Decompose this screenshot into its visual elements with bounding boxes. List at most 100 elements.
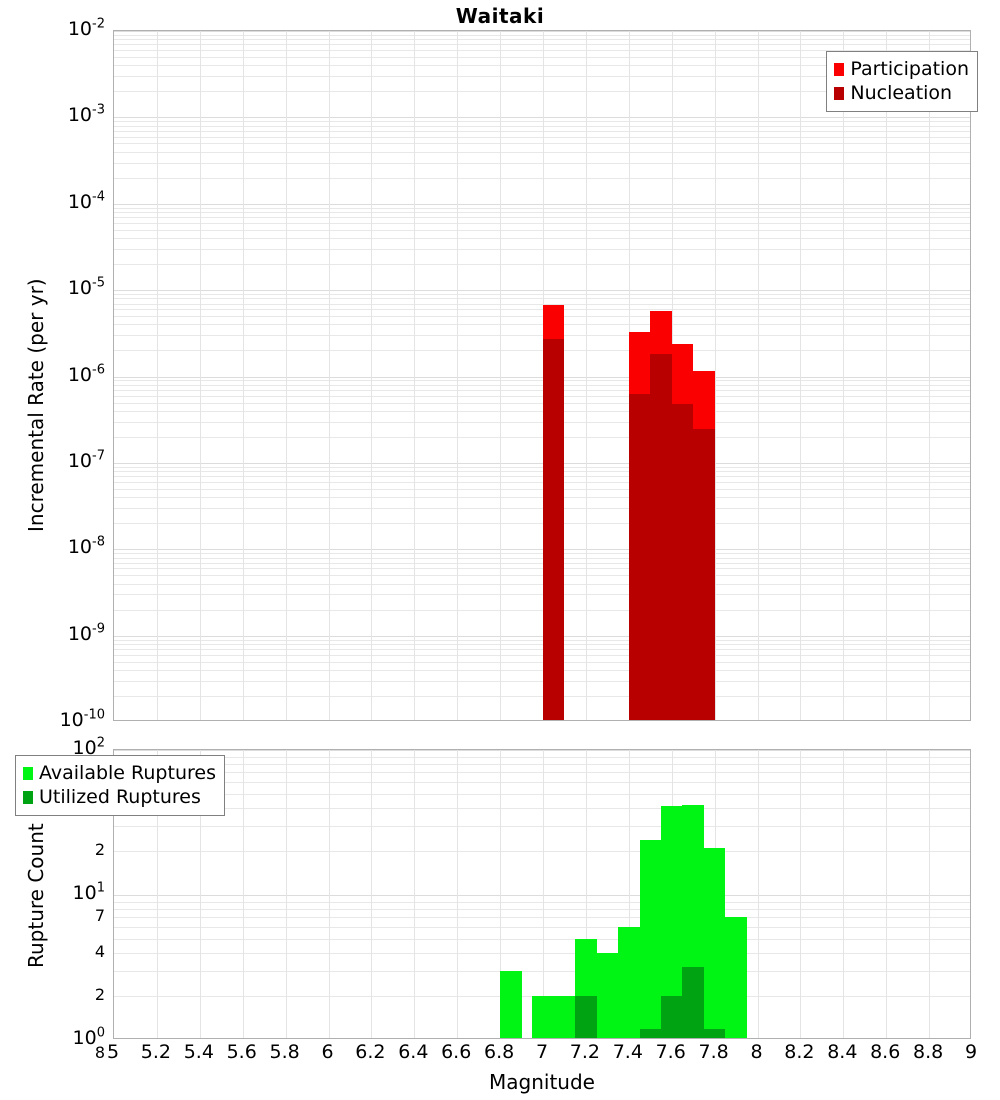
gridline	[242, 31, 244, 720]
gridline	[114, 466, 970, 468]
gridline	[114, 756, 970, 758]
gridline	[114, 680, 970, 682]
gridline	[114, 895, 970, 896]
gridline	[114, 917, 970, 919]
x-tick-label: 5.2	[140, 1041, 171, 1063]
gridline	[114, 57, 970, 58]
gridline	[114, 583, 970, 585]
gridline	[114, 39, 970, 41]
y-tick-label: 10-6	[68, 363, 105, 385]
y-tick-label: 10-7	[68, 448, 105, 471]
gridline	[114, 324, 970, 326]
legend-item-participation[interactable]: Participation	[834, 57, 969, 81]
gridline	[114, 203, 970, 205]
gridline	[585, 31, 587, 720]
page-title: Waitaki	[455, 4, 545, 28]
incremental-rate-plot-area	[113, 30, 971, 721]
legend-item-available-ruptures[interactable]: Available Ruptures	[23, 761, 216, 785]
x-tick-label: 7.4	[612, 1041, 643, 1063]
gridline	[114, 575, 970, 577]
y-tick-label: 10-5	[67, 275, 105, 300]
gridline	[114, 217, 970, 219]
gridline	[114, 298, 970, 300]
gridline	[114, 793, 970, 795]
legend-item-nucleation[interactable]: Nucleation	[834, 81, 969, 105]
bar-available-ruptures	[725, 917, 747, 1038]
gridline	[114, 851, 970, 853]
gridline	[114, 807, 970, 809]
gridline	[114, 309, 970, 311]
top-panel-legend: Participation Nucleation	[826, 51, 978, 112]
gridline	[757, 31, 759, 720]
y-tick-label: 7	[94, 906, 105, 926]
bar-utilized-ruptures	[682, 966, 704, 1038]
gridline	[843, 31, 845, 720]
bar-utilized-ruptures	[660, 996, 683, 1038]
gridline	[114, 389, 970, 391]
y-tick-mantissa: 10	[67, 190, 93, 213]
legend-label-available-ruptures: Available Ruptures	[39, 761, 216, 784]
y-tick-label: 102	[73, 735, 105, 758]
gridline	[114, 938, 970, 940]
gridline	[328, 750, 330, 1038]
gridline	[371, 31, 373, 720]
legend-item-utilized-ruptures[interactable]: Utilized Ruptures	[23, 785, 216, 809]
gridline	[114, 952, 970, 954]
bar-nucleation	[628, 393, 651, 720]
y-tick-label: 10-10	[60, 709, 105, 730]
y-tick-label: 8	[94, 1043, 105, 1063]
gridline	[114, 31, 970, 32]
gridline	[800, 750, 802, 1038]
x-tick-label: 7.8	[698, 1041, 729, 1063]
gridline	[114, 549, 970, 551]
y-tick-mantissa: 10	[67, 536, 93, 559]
y-tick-mantissa: 10	[67, 277, 93, 300]
gridline	[843, 750, 845, 1038]
gridline	[114, 482, 970, 484]
bar-nucleation	[543, 339, 565, 720]
gridline	[114, 91, 970, 93]
gridline	[114, 609, 970, 611]
y-tick-mantissa: 10	[67, 622, 93, 645]
gridline	[414, 31, 416, 720]
bar-available-ruptures	[500, 970, 522, 1038]
gridline	[114, 177, 970, 179]
gridline	[114, 562, 970, 564]
gridline	[114, 335, 970, 337]
gridline	[114, 136, 970, 138]
bar-nucleation	[650, 354, 672, 720]
legend-swatch-available-ruptures	[23, 766, 33, 780]
bar-nucleation	[693, 428, 715, 720]
bar-utilized-ruptures	[703, 1028, 726, 1038]
gridline	[114, 909, 970, 911]
y-tick-mantissa: 10	[67, 104, 93, 127]
gridline	[714, 31, 716, 720]
gridline	[242, 750, 244, 1038]
gridline	[114, 294, 970, 296]
y-tick-exponent: -5	[92, 275, 105, 291]
y-tick-exponent: 2	[96, 735, 105, 751]
y-tick-mantissa: 10	[72, 882, 97, 904]
bar-available-ruptures	[639, 839, 661, 1038]
y-tick-label: 10-8	[67, 536, 105, 559]
gridline	[457, 31, 459, 720]
x-tick-label: 8.8	[912, 1041, 944, 1063]
gridline	[929, 31, 931, 720]
gridline	[114, 34, 970, 36]
y-tick-exponent: -9	[92, 621, 105, 637]
gridline	[114, 65, 970, 67]
y-tick-exponent: -6	[92, 362, 105, 378]
gridline	[886, 750, 888, 1038]
y-tick-exponent: -7	[92, 448, 105, 464]
x-tick-label: 7.2	[569, 1041, 600, 1063]
x-axis-label: Magnitude	[489, 1070, 595, 1094]
x-tick-label: 7.6	[655, 1041, 686, 1063]
gridline	[114, 50, 970, 52]
gridline	[114, 44, 970, 46]
gridline	[114, 488, 970, 490]
gridline	[114, 130, 970, 132]
gridline	[500, 750, 502, 1038]
y-tick-exponent: 1	[96, 880, 105, 896]
gridline	[114, 117, 970, 119]
rupture-count-plot-area	[113, 749, 971, 1039]
